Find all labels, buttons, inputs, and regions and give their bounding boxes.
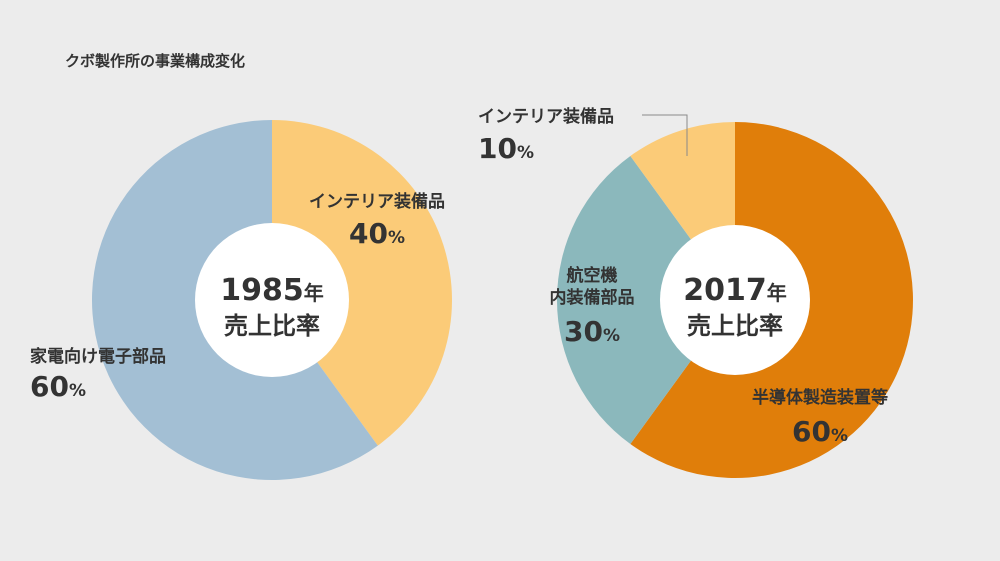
slice-value-label: 40% (349, 217, 405, 250)
center-year-label: 2017年 (683, 273, 787, 308)
slice-label: 半導体製造装置等 (752, 387, 888, 408)
center-year-label: 1985年 (220, 273, 324, 308)
leader-line (642, 114, 688, 156)
donut-center (660, 225, 810, 375)
page-title: クボ製作所の事業構成変化 (65, 52, 245, 70)
slice-label: インテリア装備品 (478, 106, 614, 127)
slice-value-label: 30% (564, 315, 620, 348)
pie-slice-1 (272, 120, 452, 446)
slice-value-label: 60% (792, 415, 848, 448)
center-caption-label: 売上比率 (687, 312, 783, 340)
slice-value-label: 60% (30, 370, 86, 403)
pie-slice-2 (556, 155, 735, 445)
donut-center (195, 223, 349, 377)
slice-label: 家電向け電子部品 (30, 346, 166, 367)
slice-label: 航空機内装備部品 (550, 265, 635, 308)
center-caption-label: 売上比率 (224, 312, 320, 340)
slice-label: インテリア装備品 (309, 191, 445, 212)
slice-value-label: 10% (478, 132, 534, 165)
